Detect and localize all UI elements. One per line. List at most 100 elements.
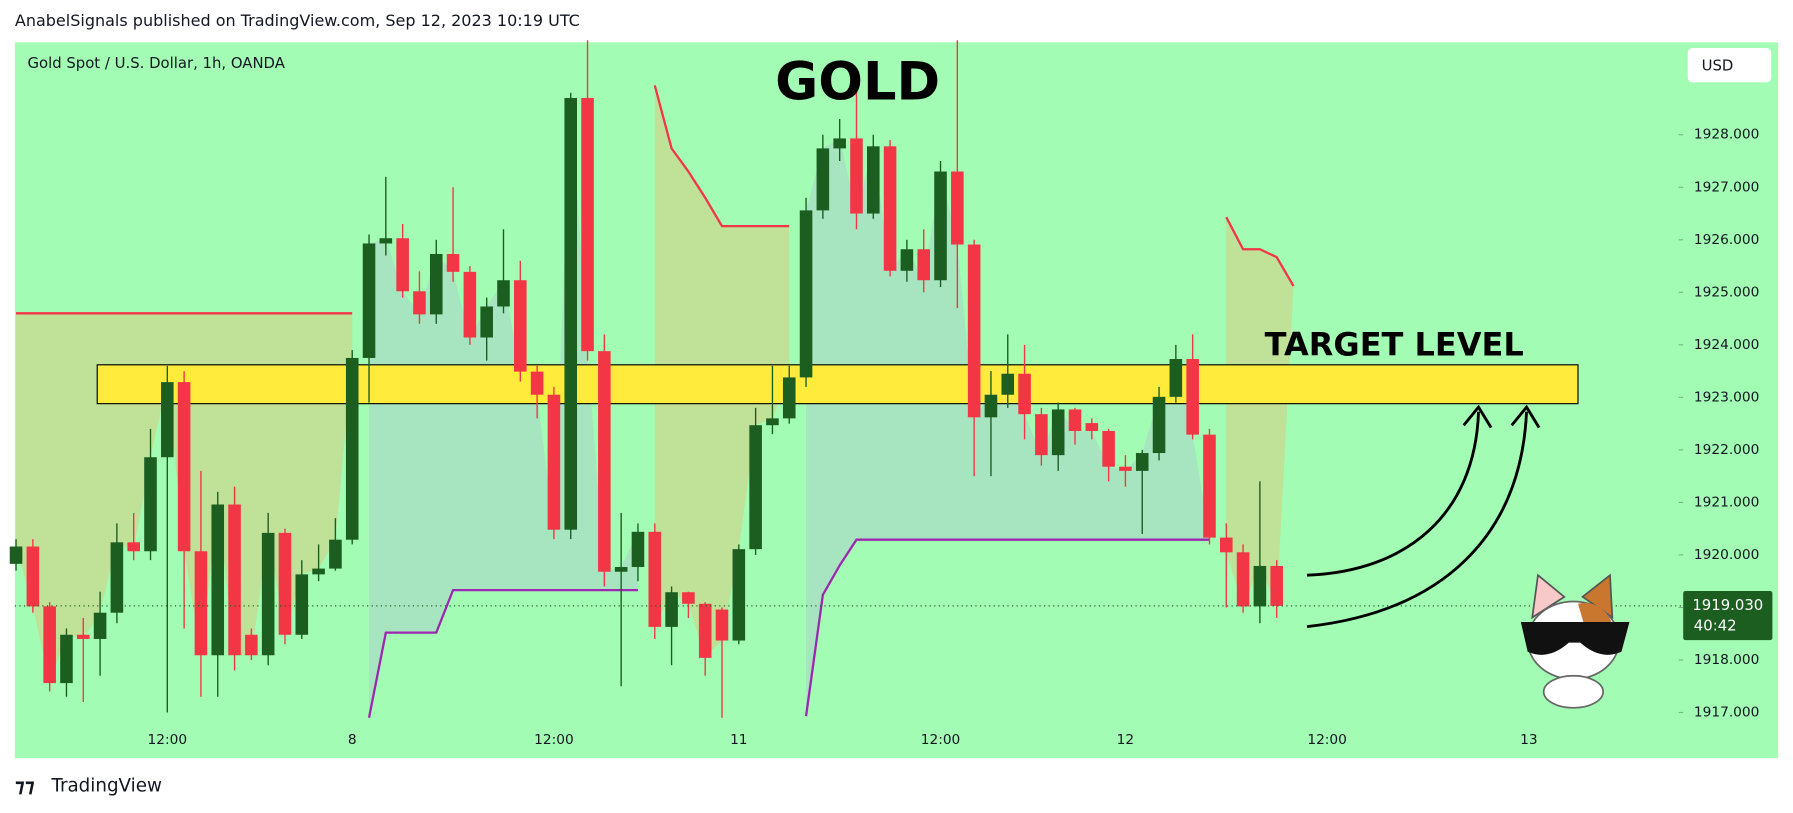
y-tick-label: 1917.000: [1694, 705, 1759, 721]
candle-body: [211, 504, 225, 656]
symbol-info: Gold Spot / U.S. Dollar, 1h, OANDA: [27, 54, 285, 72]
candle-body: [379, 238, 393, 244]
logo-mark: ⁊⁊: [15, 774, 35, 797]
header: AnabelSignals published on TradingView.c…: [15, 11, 580, 30]
annotation: TARGET LEVEL: [1265, 325, 1524, 363]
candle-body: [60, 634, 73, 684]
candle-body: [900, 249, 914, 271]
y-tick-label: 1923.000: [1694, 389, 1759, 405]
candle-body: [614, 567, 628, 572]
candle-body: [228, 504, 241, 656]
overlay-line: [653, 85, 790, 228]
candle-body: [43, 606, 56, 684]
candle-body: [1051, 409, 1065, 456]
candle-body: [967, 244, 981, 418]
x-tick-label: 12:00: [1307, 732, 1347, 748]
candle-body: [984, 394, 998, 418]
arrows: [1306, 404, 1541, 629]
candle-body: [1135, 453, 1149, 471]
arrow: [1306, 411, 1480, 577]
x-tick-label: 12:00: [921, 732, 961, 748]
title: GOLD: [775, 51, 940, 112]
candle-body: [547, 394, 561, 530]
candle-body: [1270, 565, 1283, 606]
candle-body: [698, 603, 712, 658]
candle-body: [345, 357, 359, 540]
y-tick-label: 1927.000: [1694, 179, 1759, 195]
x-tick-label: 13: [1520, 732, 1537, 748]
candle-body: [682, 592, 695, 604]
x-tick-label: 12:00: [534, 732, 574, 748]
overlay-area: [1226, 217, 1294, 607]
candle-body: [1186, 359, 1199, 435]
y-tick-label: 1926.000: [1694, 232, 1759, 248]
candle-body: [514, 280, 527, 372]
candle-body: [278, 532, 292, 635]
currency-box[interactable]: [1687, 48, 1772, 83]
candle-body: [396, 238, 409, 292]
candle-body: [951, 171, 964, 245]
arrow: [1306, 411, 1528, 629]
x-tick-label: 12:00: [148, 732, 188, 748]
candle-body: [530, 371, 544, 395]
candle-body: [127, 542, 140, 552]
candle-body: [833, 138, 846, 149]
candle-body: [161, 382, 174, 458]
candle-body: [312, 568, 325, 575]
candle-body: [1219, 537, 1233, 553]
candle-body: [866, 146, 880, 214]
x-tick-label: 8: [348, 732, 357, 748]
candle-body: [917, 249, 931, 281]
candle-body: [1169, 359, 1183, 397]
candle-body: [9, 546, 23, 564]
candle-body: [26, 546, 40, 607]
candle-body: [749, 425, 762, 550]
overlay-line: [367, 588, 638, 718]
candle-body: [480, 306, 493, 338]
candle-body: [564, 97, 578, 530]
y-tick-label: 1925.000: [1694, 284, 1759, 300]
candle-body: [1119, 466, 1132, 471]
y-tick-label: 1918.000: [1694, 652, 1759, 668]
candle-body: [497, 280, 510, 307]
candle-body: [782, 377, 796, 419]
cat-icon: [1520, 573, 1630, 709]
candle-body: [245, 634, 258, 656]
currency[interactable]: USD: [1702, 56, 1734, 74]
candle-body: [883, 146, 897, 271]
candle-body: [766, 418, 779, 426]
y-tick-label: 1921.000: [1694, 494, 1759, 510]
candle-body: [799, 210, 813, 378]
candle-body: [648, 531, 662, 627]
candle-body: [362, 243, 376, 358]
candle-body: [177, 382, 191, 552]
candle-body: [631, 531, 645, 568]
candle-body: [732, 549, 746, 641]
candle-body: [329, 539, 342, 569]
arrow-head: [1462, 404, 1493, 429]
candle-body: [581, 97, 594, 352]
candle-body: [429, 253, 443, 315]
x-tick-label: 12: [1117, 732, 1134, 748]
candle-body: [934, 171, 947, 281]
candle-body: [1102, 430, 1115, 467]
target-zone: [96, 364, 1579, 405]
footer: TradingView: [50, 776, 162, 797]
y-tick-label: 1924.000: [1694, 337, 1759, 353]
candle-body: [1068, 409, 1082, 431]
candle-body: [110, 542, 124, 613]
last-price-tag: [1683, 591, 1773, 641]
candle-body: [295, 574, 309, 635]
overlay-area: [806, 138, 1210, 717]
candle-body: [1253, 565, 1267, 607]
candle-body: [144, 457, 157, 552]
candle-body: [1035, 414, 1048, 456]
candle-body: [1236, 552, 1250, 607]
candle-body: [194, 551, 208, 656]
candle-body: [1203, 434, 1216, 538]
candle-body: [413, 291, 426, 315]
candle-body: [1085, 423, 1099, 431]
candle-body: [1018, 373, 1031, 415]
candle-body: [665, 592, 678, 627]
